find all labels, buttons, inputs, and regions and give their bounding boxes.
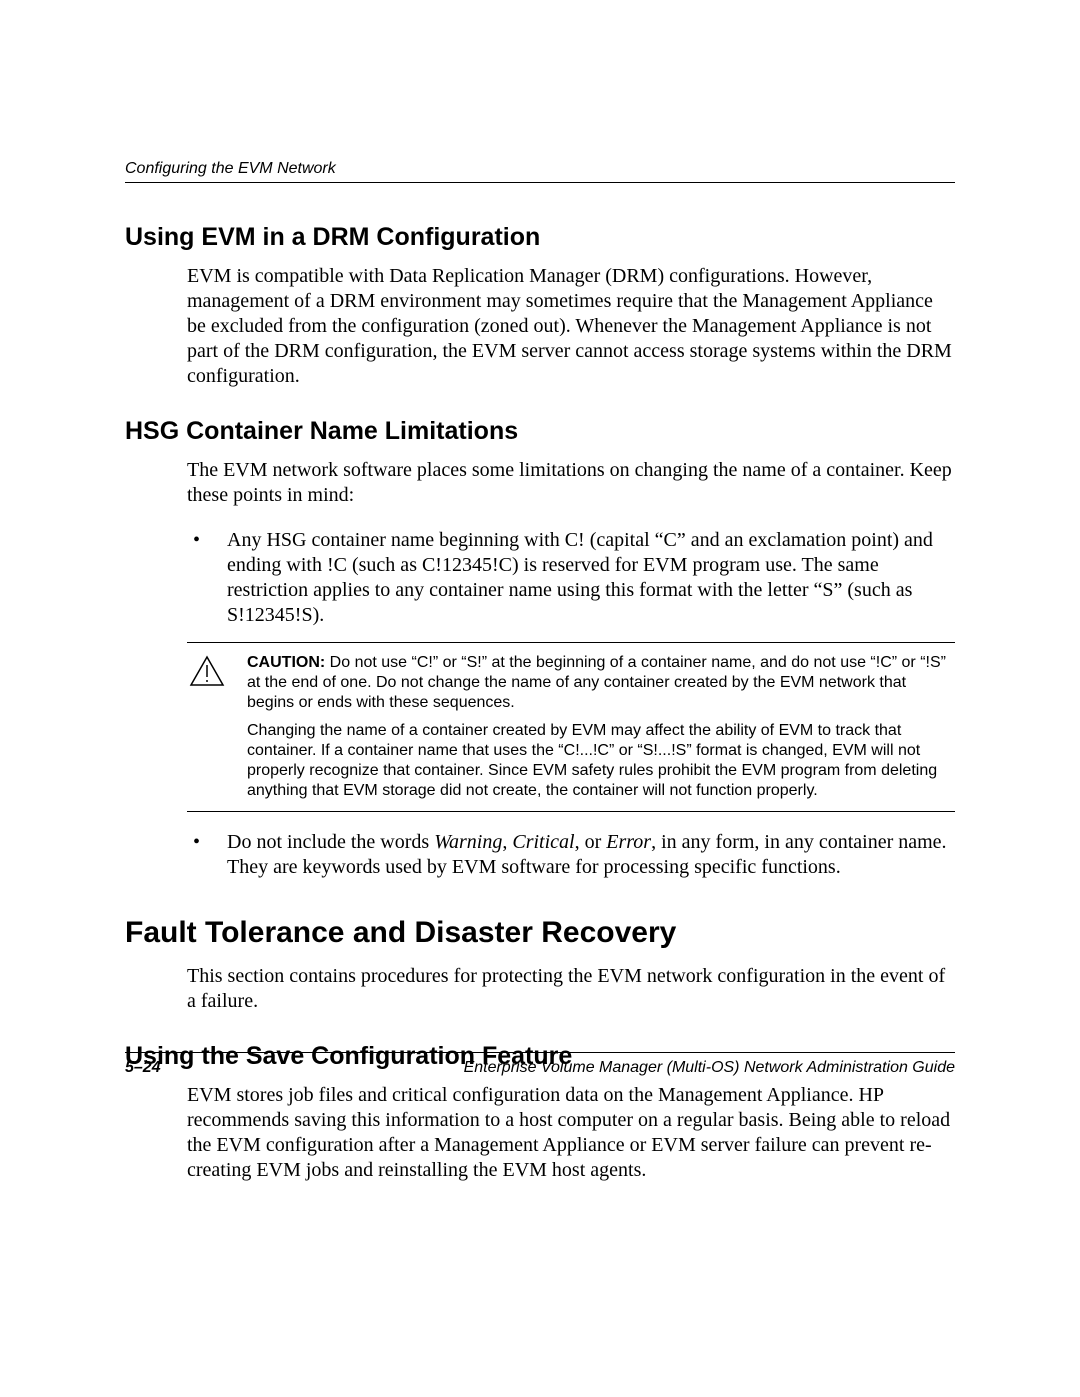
bullet-list-hsg-2: Do not include the words Warning, Critic… — [187, 830, 955, 880]
caution-text: CAUTION: Do not use “C!” or “S!” at the … — [247, 653, 955, 801]
heading-fault-tolerance: Fault Tolerance and Disaster Recovery — [125, 916, 955, 950]
keyword-critical: Critical — [512, 831, 574, 853]
page-number: 5–24 — [125, 1059, 161, 1077]
heading-drm: Using EVM in a DRM Configuration — [125, 223, 955, 252]
caution-p2: Changing the name of a container created… — [247, 721, 955, 801]
paragraph-save: EVM stores job files and critical config… — [187, 1083, 955, 1183]
running-header: Configuring the EVM Network — [125, 160, 955, 183]
heading-hsg: HSG Container Name Limitations — [125, 417, 955, 446]
caution-label: CAUTION: — [247, 654, 325, 671]
text: , or — [575, 831, 607, 853]
keyword-warning: Warning — [434, 831, 502, 853]
caution-icon — [187, 653, 247, 692]
paragraph-drm: EVM is compatible with Data Replication … — [187, 264, 955, 389]
caution-box: CAUTION: Do not use “C!” or “S!” at the … — [187, 642, 955, 812]
list-item: Any HSG container name beginning with C!… — [187, 528, 955, 628]
bullet-list-hsg-1: Any HSG container name beginning with C!… — [187, 528, 955, 628]
keyword-error: Error — [606, 831, 651, 853]
text: , — [502, 831, 512, 853]
paragraph-fault: This section contains procedures for pro… — [187, 964, 955, 1014]
paragraph-hsg-intro: The EVM network software places some lim… — [187, 458, 955, 508]
page-footer: 5–24 Enterprise Volume Manager (Multi-OS… — [125, 1052, 955, 1077]
caution-p1: Do not use “C!” or “S!” at the beginning… — [247, 654, 946, 711]
page: Configuring the EVM Network Using EVM in… — [0, 0, 1080, 1397]
text: Do not include the words — [227, 831, 434, 853]
footer-doc-title: Enterprise Volume Manager (Multi-OS) Net… — [464, 1059, 955, 1077]
list-item: Do not include the words Warning, Critic… — [187, 830, 955, 880]
